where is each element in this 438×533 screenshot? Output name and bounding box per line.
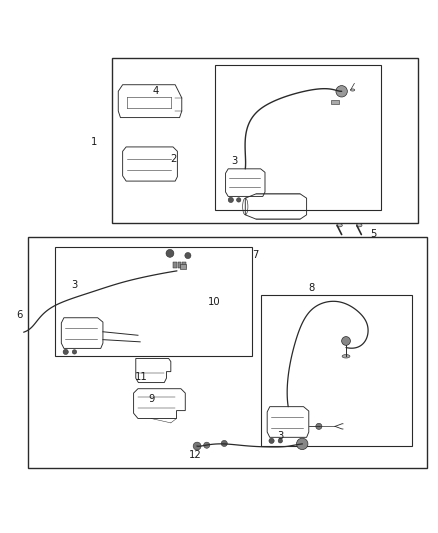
Bar xyxy=(261,295,412,446)
Text: 2: 2 xyxy=(170,154,176,164)
Bar xyxy=(182,262,186,268)
Text: 9: 9 xyxy=(148,394,154,404)
Circle shape xyxy=(193,442,201,450)
Bar xyxy=(178,262,181,268)
Bar xyxy=(331,100,339,104)
Text: 3: 3 xyxy=(277,431,283,441)
Circle shape xyxy=(336,86,347,97)
Ellipse shape xyxy=(356,224,362,227)
Circle shape xyxy=(237,198,241,202)
Text: 6: 6 xyxy=(17,310,23,320)
Circle shape xyxy=(185,253,191,259)
Text: 4: 4 xyxy=(152,86,159,96)
Circle shape xyxy=(297,438,308,449)
Text: 10: 10 xyxy=(208,297,220,308)
Bar xyxy=(173,262,177,268)
Circle shape xyxy=(228,197,233,203)
Circle shape xyxy=(72,350,77,354)
Text: 7: 7 xyxy=(252,249,258,260)
Circle shape xyxy=(316,423,322,430)
Text: 1: 1 xyxy=(91,136,97,147)
Ellipse shape xyxy=(336,224,343,227)
Circle shape xyxy=(63,349,68,354)
Bar xyxy=(28,237,427,468)
Circle shape xyxy=(221,440,227,447)
Text: 11: 11 xyxy=(134,373,148,382)
Circle shape xyxy=(204,442,210,448)
Text: 12: 12 xyxy=(188,450,201,460)
Text: 3: 3 xyxy=(231,156,237,166)
Bar xyxy=(55,247,252,356)
Circle shape xyxy=(269,438,274,443)
Bar xyxy=(180,264,186,269)
Ellipse shape xyxy=(350,89,355,91)
Ellipse shape xyxy=(342,354,350,358)
Circle shape xyxy=(166,249,174,257)
Bar xyxy=(215,65,381,209)
Text: 8: 8 xyxy=(309,282,315,293)
Circle shape xyxy=(342,336,350,345)
Text: 3: 3 xyxy=(71,280,78,290)
Circle shape xyxy=(278,439,283,443)
Bar xyxy=(112,59,418,223)
Text: 5: 5 xyxy=(371,229,377,239)
